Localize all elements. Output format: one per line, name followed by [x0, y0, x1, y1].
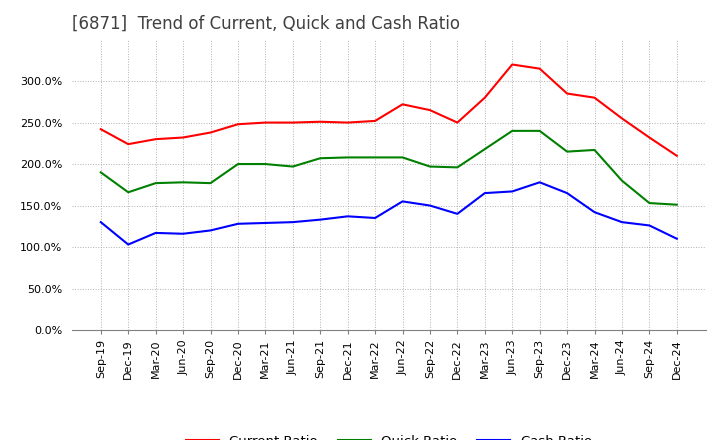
Legend: Current Ratio, Quick Ratio, Cash Ratio: Current Ratio, Quick Ratio, Cash Ratio — [181, 429, 597, 440]
Quick Ratio — [124, 190, 132, 195]
Cash Ratio — [618, 220, 626, 225]
Current Ratio — [398, 102, 407, 107]
Quick Ratio — [480, 147, 489, 152]
Line: Current Ratio: Current Ratio — [101, 65, 677, 156]
Quick Ratio — [343, 155, 352, 160]
Cash Ratio — [590, 209, 599, 215]
Quick Ratio — [536, 128, 544, 133]
Cash Ratio — [151, 230, 160, 235]
Cash Ratio — [96, 220, 105, 225]
Current Ratio — [261, 120, 270, 125]
Quick Ratio — [672, 202, 681, 207]
Current Ratio — [179, 135, 187, 140]
Cash Ratio — [316, 217, 325, 222]
Cash Ratio — [426, 203, 434, 208]
Cash Ratio — [398, 199, 407, 204]
Cash Ratio — [536, 180, 544, 185]
Current Ratio — [233, 121, 242, 127]
Current Ratio — [563, 91, 572, 96]
Cash Ratio — [453, 211, 462, 216]
Cash Ratio — [343, 214, 352, 219]
Quick Ratio — [563, 149, 572, 154]
Quick Ratio — [96, 170, 105, 175]
Quick Ratio — [453, 165, 462, 170]
Current Ratio — [618, 116, 626, 121]
Current Ratio — [371, 118, 379, 124]
Quick Ratio — [645, 200, 654, 205]
Cash Ratio — [645, 223, 654, 228]
Current Ratio — [96, 127, 105, 132]
Quick Ratio — [179, 180, 187, 185]
Text: [6871]  Trend of Current, Quick and Cash Ratio: [6871] Trend of Current, Quick and Cash … — [72, 15, 460, 33]
Line: Quick Ratio: Quick Ratio — [101, 131, 677, 205]
Cash Ratio — [480, 191, 489, 196]
Quick Ratio — [316, 156, 325, 161]
Quick Ratio — [261, 161, 270, 167]
Current Ratio — [343, 120, 352, 125]
Quick Ratio — [206, 180, 215, 186]
Current Ratio — [536, 66, 544, 71]
Current Ratio — [316, 119, 325, 125]
Quick Ratio — [508, 128, 516, 133]
Cash Ratio — [179, 231, 187, 236]
Current Ratio — [206, 130, 215, 135]
Current Ratio — [151, 136, 160, 142]
Current Ratio — [453, 120, 462, 125]
Current Ratio — [124, 142, 132, 147]
Current Ratio — [645, 135, 654, 140]
Quick Ratio — [618, 178, 626, 183]
Cash Ratio — [233, 221, 242, 227]
Current Ratio — [289, 120, 297, 125]
Current Ratio — [672, 153, 681, 158]
Quick Ratio — [151, 180, 160, 186]
Cash Ratio — [563, 191, 572, 196]
Cash Ratio — [124, 242, 132, 247]
Cash Ratio — [289, 220, 297, 225]
Quick Ratio — [371, 155, 379, 160]
Quick Ratio — [426, 164, 434, 169]
Current Ratio — [426, 107, 434, 113]
Cash Ratio — [206, 228, 215, 233]
Line: Cash Ratio: Cash Ratio — [101, 182, 677, 245]
Cash Ratio — [261, 220, 270, 226]
Current Ratio — [508, 62, 516, 67]
Cash Ratio — [508, 189, 516, 194]
Current Ratio — [590, 95, 599, 100]
Cash Ratio — [672, 236, 681, 242]
Quick Ratio — [289, 164, 297, 169]
Current Ratio — [480, 95, 489, 100]
Cash Ratio — [371, 215, 379, 220]
Quick Ratio — [233, 161, 242, 167]
Quick Ratio — [590, 147, 599, 153]
Quick Ratio — [398, 155, 407, 160]
